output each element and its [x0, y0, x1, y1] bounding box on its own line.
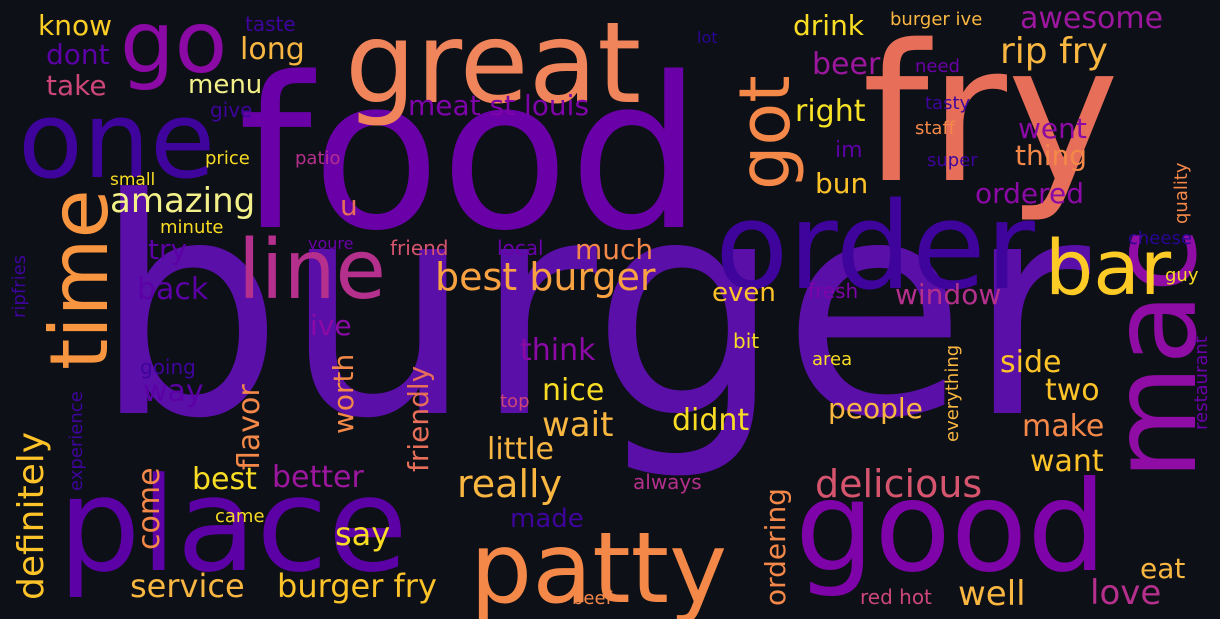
word-ordered: ordered [975, 177, 1085, 210]
word-youre: youre [308, 234, 354, 253]
word-went: went [1018, 112, 1087, 145]
word-quality: quality [1171, 162, 1192, 224]
word-time: time [33, 189, 126, 370]
word-made: made [510, 504, 584, 534]
word-want: want [1030, 444, 1104, 479]
word-im: im [835, 138, 863, 163]
word-one: one [18, 79, 216, 202]
word-tasty: tasty [925, 93, 971, 114]
word-burger-fry: burger fry [277, 567, 437, 605]
word-patio: patio [295, 148, 341, 169]
word-definitely: definitely [11, 431, 52, 600]
word-wait: wait [542, 405, 614, 445]
word-amazing: amazing [110, 181, 256, 221]
word-great: great [345, 0, 642, 129]
word-cheese: cheese [1128, 228, 1192, 249]
word-top: top [500, 391, 530, 412]
word-nice: nice [542, 373, 605, 408]
word-got: got [724, 75, 806, 190]
word-go: go [120, 0, 228, 93]
word-much: much [575, 233, 654, 266]
word-flavor: flavor [232, 384, 267, 470]
word-friend: friend [390, 236, 449, 260]
word-know: know [38, 9, 112, 42]
word-super: super [927, 150, 978, 171]
word-service: service [130, 567, 245, 605]
word-lot: lot [697, 28, 718, 47]
word-line: line [238, 223, 386, 318]
word-say: say [335, 515, 391, 553]
word-rip-fry-top: rip fry [1000, 31, 1108, 72]
word-burger-ive: burger ive [890, 9, 983, 30]
word-little: little [487, 432, 554, 467]
word-ripfries: ripfries [9, 254, 30, 318]
word-well: well [958, 574, 1026, 614]
word-u: u [340, 189, 358, 222]
word-two: two [1045, 373, 1100, 408]
word-ordering: ordering [759, 488, 792, 606]
word-staff: staff [915, 118, 955, 139]
word-taste: taste [245, 12, 296, 36]
word-small: small [110, 170, 156, 190]
word-love: love [1090, 573, 1162, 613]
word-come: come [132, 467, 167, 550]
word-didnt: didnt [672, 403, 750, 438]
word-bun: bun [815, 167, 869, 200]
word-local: local [497, 236, 544, 260]
word-red-hot: red hot [860, 585, 932, 609]
word-beer: beer [812, 47, 881, 82]
word-people: people [828, 392, 923, 425]
word-burger: burger [93, 135, 1090, 484]
word-food: food [238, 32, 703, 277]
word-best: best [192, 462, 257, 497]
word-came: came [215, 506, 265, 527]
word-give: give [210, 98, 253, 122]
word-really: really [457, 462, 563, 506]
word-even: even [712, 278, 776, 308]
word-bit: bit [733, 329, 760, 353]
word-minute: minute [160, 217, 224, 238]
word-patty: patty [470, 512, 728, 619]
word-better: better [272, 460, 364, 495]
word-menu: menu [188, 70, 263, 100]
word-right: right [795, 94, 866, 129]
word-bar: bar [1045, 223, 1172, 312]
word-restaurant: restaurant [1191, 336, 1212, 430]
word-beef: beef [572, 588, 612, 609]
word-drink: drink [793, 9, 865, 42]
word-fresh: fresh [808, 279, 859, 303]
word-best-burger: best burger [435, 255, 656, 299]
word-take: take [46, 69, 107, 102]
word-experience: experience [66, 391, 87, 491]
word-make: make [1022, 409, 1105, 444]
word-order: order [715, 178, 1035, 317]
word-going: going [140, 355, 196, 379]
word-area: area [812, 349, 853, 370]
word-need: need [915, 56, 960, 77]
word-guy: guy [1165, 265, 1199, 286]
word-back: back [137, 272, 209, 307]
word-window: window [895, 278, 1002, 311]
word-everything: everything [942, 344, 963, 442]
word-long: long [240, 32, 305, 67]
word-way: way [143, 374, 204, 409]
word-thing: thing [1015, 139, 1088, 172]
word-eat: eat [1140, 552, 1186, 585]
word-ive: ive [310, 309, 352, 342]
word-good: good [795, 455, 1107, 600]
word-friendly: friendly [402, 365, 435, 472]
word-fry: fry [862, 4, 1120, 225]
word-meat-st-louis: meat st louis [408, 89, 590, 122]
word-price: price [205, 148, 250, 169]
word-place: place [58, 449, 408, 601]
word-dont: dont [46, 38, 110, 71]
word-awesome: awesome [1020, 1, 1164, 36]
word-always: always [633, 470, 702, 494]
word-think: think [520, 333, 596, 368]
word-worth: worth [327, 353, 360, 434]
word-side: side [1000, 345, 1062, 380]
word-delicious: delicious [815, 462, 983, 506]
word-try: try [148, 233, 188, 266]
